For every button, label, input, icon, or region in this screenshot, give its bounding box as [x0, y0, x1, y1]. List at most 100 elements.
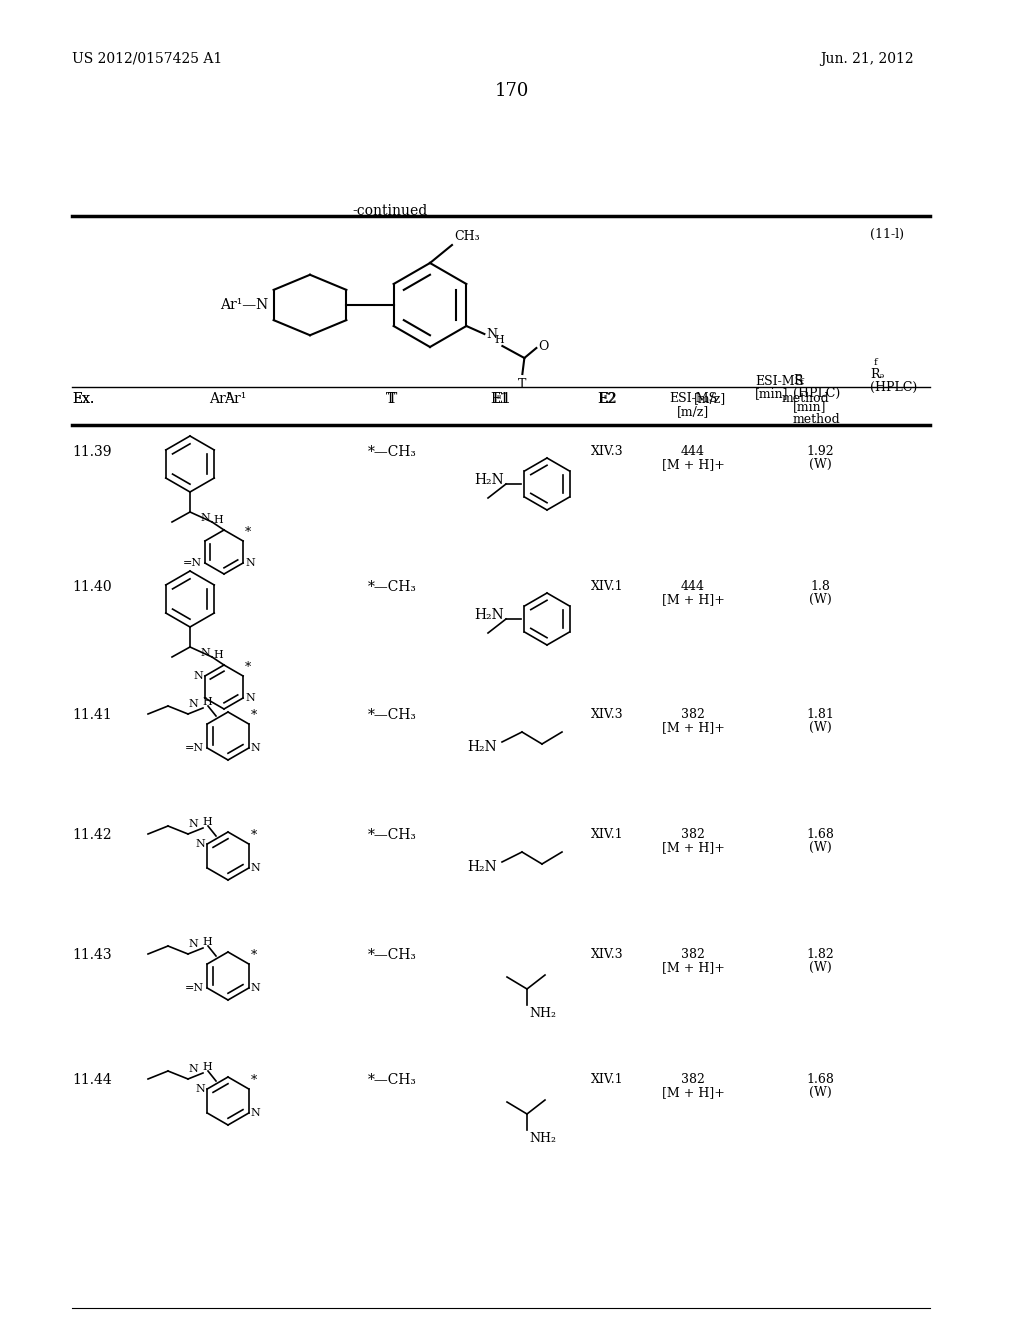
Text: H: H [202, 937, 212, 946]
Text: N: N [188, 700, 198, 709]
Text: N: N [251, 983, 260, 993]
Text: *—CH₃: *—CH₃ [368, 708, 417, 722]
Text: [min]: [min] [793, 400, 826, 413]
Text: -continued: -continued [352, 205, 428, 218]
Text: 1.82: 1.82 [806, 948, 834, 961]
Text: Ar¹: Ar¹ [209, 392, 231, 407]
Text: *—CH₃: *—CH₃ [368, 948, 417, 962]
Text: (W): (W) [809, 593, 831, 606]
Text: 382: 382 [681, 948, 705, 961]
Text: N: N [201, 648, 210, 657]
Text: O: O [539, 339, 549, 352]
Text: N: N [194, 671, 203, 681]
Text: N: N [196, 840, 205, 849]
Text: 444: 444 [681, 445, 705, 458]
Text: (11-l): (11-l) [870, 228, 904, 242]
Text: Ar¹—N: Ar¹—N [220, 298, 268, 312]
Text: Ex.: Ex. [72, 392, 94, 407]
Text: *: * [251, 709, 257, 722]
Text: XIV.1: XIV.1 [591, 828, 624, 841]
Text: [M + H]+: [M + H]+ [662, 458, 724, 471]
Text: f: f [800, 378, 804, 387]
Text: 444: 444 [681, 579, 705, 593]
Text: 11.44: 11.44 [72, 1073, 112, 1086]
Text: 11.40: 11.40 [72, 579, 112, 594]
Text: 1.81: 1.81 [806, 708, 834, 721]
Text: H₂N: H₂N [467, 741, 497, 754]
Text: [M + H]+: [M + H]+ [662, 1086, 724, 1100]
Text: N: N [251, 1107, 260, 1118]
Text: US 2012/0157425 A1: US 2012/0157425 A1 [72, 51, 222, 66]
Text: (W): (W) [809, 841, 831, 854]
Text: f: f [874, 358, 878, 367]
Text: (W): (W) [809, 721, 831, 734]
Text: Jun. 21, 2012: Jun. 21, 2012 [820, 51, 913, 66]
Text: N: N [245, 558, 255, 568]
Text: E1: E1 [493, 392, 512, 407]
Text: NH₂: NH₂ [529, 1133, 556, 1144]
Text: 11.39: 11.39 [72, 445, 112, 459]
Text: 170: 170 [495, 82, 529, 100]
Text: N: N [245, 693, 255, 704]
Text: ESI-MS: ESI-MS [755, 375, 803, 388]
Text: (W): (W) [809, 458, 831, 471]
Text: *: * [251, 829, 257, 842]
Text: N: N [251, 743, 260, 752]
Text: N: N [188, 818, 198, 829]
Text: 1.92: 1.92 [806, 445, 834, 458]
Text: N: N [486, 327, 498, 341]
Text: XIV.1: XIV.1 [591, 1073, 624, 1086]
Text: T: T [385, 392, 394, 407]
Text: E2: E2 [598, 392, 616, 407]
Text: method: method [793, 413, 841, 426]
Text: *—CH₃: *—CH₃ [368, 445, 417, 459]
Text: H: H [202, 817, 212, 828]
Text: XIV.1: XIV.1 [591, 579, 624, 593]
Text: H₂N: H₂N [474, 609, 504, 622]
Text: [M + H]+: [M + H]+ [662, 841, 724, 854]
Text: H: H [213, 515, 223, 525]
Text: 382: 382 [681, 828, 705, 841]
Text: T: T [518, 378, 526, 391]
Text: *: * [245, 661, 251, 675]
Text: N: N [201, 513, 210, 523]
Text: (W): (W) [809, 1086, 831, 1100]
Text: H₂N: H₂N [467, 861, 497, 874]
Text: 382: 382 [681, 708, 705, 721]
Text: (HPLC): (HPLC) [870, 381, 918, 393]
Text: T: T [387, 392, 396, 407]
Text: XIV.3: XIV.3 [591, 708, 624, 721]
Text: 11.41: 11.41 [72, 708, 112, 722]
Text: N: N [188, 939, 198, 949]
Text: 11.42: 11.42 [72, 828, 112, 842]
Text: R: R [793, 374, 803, 387]
Text: [m/z]: [m/z] [677, 405, 710, 418]
Text: NH₂: NH₂ [529, 1007, 556, 1020]
Text: =N: =N [185, 743, 204, 752]
Text: *: * [251, 949, 257, 962]
Text: Ar¹: Ar¹ [224, 392, 246, 407]
Text: H: H [202, 1063, 212, 1072]
Text: =N: =N [183, 558, 202, 568]
Text: [m/z]: [m/z] [694, 392, 726, 405]
Text: E1: E1 [490, 392, 510, 407]
Text: 1.68: 1.68 [806, 828, 834, 841]
Text: *: * [245, 525, 251, 539]
Text: ESI-MS: ESI-MS [669, 392, 717, 405]
Text: (W): (W) [809, 961, 831, 974]
Text: (HPLC): (HPLC) [793, 387, 841, 400]
Text: XIV.3: XIV.3 [591, 445, 624, 458]
Text: E2: E2 [599, 392, 617, 407]
Text: H₂N: H₂N [474, 473, 504, 487]
Text: 1.68: 1.68 [806, 1073, 834, 1086]
Text: [M + H]+: [M + H]+ [662, 593, 724, 606]
Text: [min]: [min] [755, 387, 788, 400]
Text: N: N [196, 1084, 205, 1094]
Text: H: H [202, 697, 212, 708]
Text: [M + H]+: [M + H]+ [662, 961, 724, 974]
Text: *—CH₃: *—CH₃ [368, 579, 417, 594]
Text: 11.43: 11.43 [72, 948, 112, 962]
Text: [M + H]+: [M + H]+ [662, 721, 724, 734]
Text: *: * [251, 1074, 257, 1086]
Text: 382: 382 [681, 1073, 705, 1086]
